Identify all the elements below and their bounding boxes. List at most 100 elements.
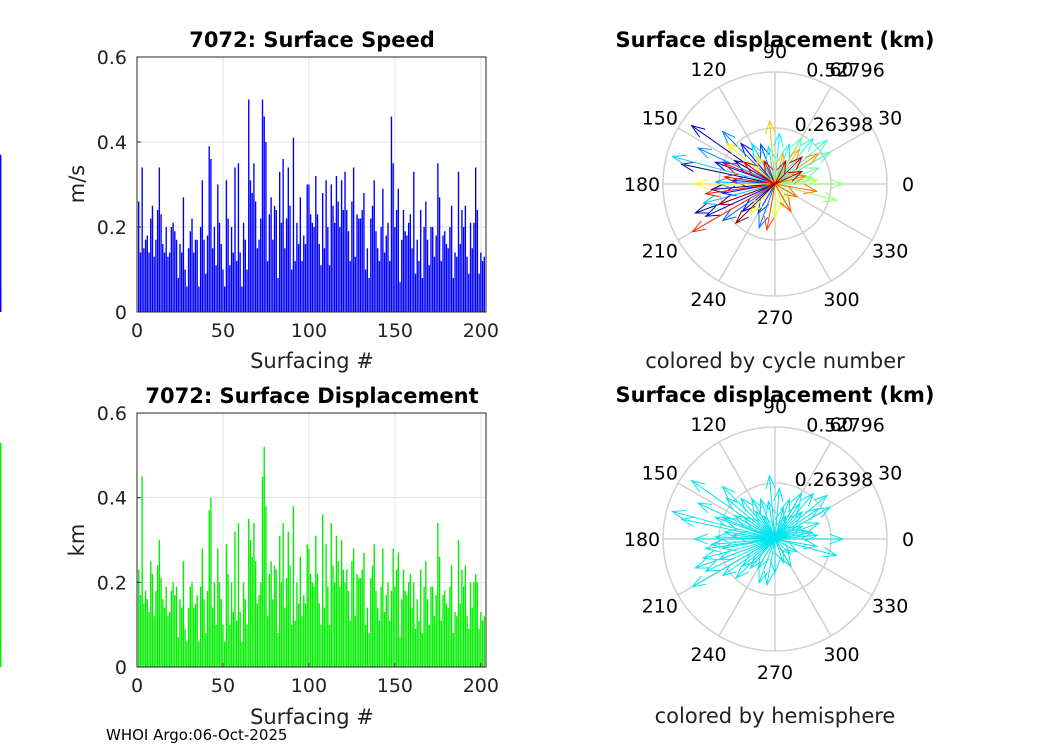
displacement-vector	[672, 156, 776, 185]
displacement-vector	[766, 538, 776, 586]
bar	[325, 544, 327, 667]
vector-arrowhead	[696, 147, 713, 159]
bar	[440, 261, 442, 312]
bar	[351, 201, 353, 312]
bar	[150, 561, 152, 667]
x-tick-label: 100	[291, 320, 327, 342]
bar	[308, 548, 310, 667]
bar	[265, 506, 267, 667]
bar	[471, 607, 473, 667]
vector-arrowhead	[721, 208, 737, 222]
displacement-vector	[774, 508, 784, 540]
bar	[418, 620, 420, 667]
polar-ring	[662, 426, 888, 652]
vector-arrowhead	[816, 151, 832, 164]
bar	[402, 569, 405, 667]
vector-arrowhead	[779, 552, 792, 568]
bar	[447, 248, 449, 312]
bar	[480, 252, 482, 312]
bar	[291, 624, 293, 667]
bar	[442, 595, 444, 667]
bar	[468, 273, 470, 312]
displacement-vector	[705, 538, 776, 550]
polar-ring-label: 0.26398	[795, 469, 874, 491]
vector-arrowhead	[822, 192, 838, 203]
y-tick-label: 0.6	[97, 403, 127, 425]
bar	[205, 633, 207, 667]
polar-angle-label: 300	[823, 289, 859, 311]
bar	[141, 476, 143, 667]
bar	[339, 586, 341, 667]
bar	[181, 607, 183, 667]
displacement-vector	[697, 147, 776, 185]
bar	[260, 218, 262, 312]
bar	[217, 184, 219, 312]
polar-hemisphere-caption: colored by hemisphere	[655, 704, 896, 728]
vector-arrowhead	[784, 541, 799, 553]
vector-arrowhead	[759, 142, 770, 159]
bar	[371, 565, 374, 667]
bar	[211, 248, 214, 312]
bar	[480, 611, 482, 667]
polar-angle-label: 30	[878, 108, 902, 130]
bar	[268, 214, 271, 312]
bar	[352, 548, 355, 667]
bar	[358, 218, 360, 312]
bar	[158, 167, 161, 312]
vector-arrowhead	[765, 474, 776, 490]
bar	[382, 188, 384, 312]
bar	[354, 616, 357, 667]
bar	[150, 218, 152, 312]
vector-arrowhead	[787, 170, 804, 182]
bar	[246, 269, 248, 312]
displacement-vector	[774, 538, 798, 553]
bar	[287, 167, 289, 312]
vector-arrowhead	[813, 139, 829, 153]
bar	[421, 278, 424, 312]
x-tick-label: 50	[211, 320, 235, 342]
bar	[156, 565, 159, 667]
y-tick-label: 0.4	[97, 488, 127, 510]
y-tick-label: 0	[115, 657, 127, 679]
bar	[229, 265, 231, 312]
bar	[241, 641, 243, 667]
bar	[301, 261, 303, 312]
bar	[433, 256, 436, 312]
vector-arrowhead	[779, 197, 792, 213]
vector-arrowhead	[754, 510, 768, 525]
bar	[397, 188, 400, 312]
bar	[260, 582, 262, 667]
bar	[0, 641, 2, 667]
bar	[476, 210, 479, 312]
bar	[309, 573, 312, 667]
bar	[356, 573, 358, 667]
bar	[328, 265, 331, 312]
bar	[160, 578, 162, 667]
vector-arrowhead	[803, 531, 819, 542]
bar	[411, 607, 413, 667]
vector-arrowhead	[721, 185, 737, 197]
bar	[359, 218, 362, 312]
vector-arrowhead	[692, 533, 708, 545]
bar	[315, 535, 317, 667]
bar	[435, 595, 437, 667]
bar	[244, 239, 246, 312]
vector-arrowhead	[713, 516, 730, 527]
bar	[457, 540, 460, 667]
vector-arrowhead	[800, 492, 815, 507]
vector-arrowhead	[763, 159, 774, 174]
bar	[423, 586, 425, 667]
bar	[139, 252, 142, 312]
bar	[177, 637, 179, 667]
polar-angle-label: 300	[823, 644, 859, 666]
vector-arrowhead	[723, 528, 739, 539]
bar	[449, 586, 451, 667]
bar	[383, 611, 386, 667]
bar	[462, 586, 465, 667]
bar	[263, 446, 265, 667]
bar	[213, 582, 216, 667]
bar	[277, 278, 279, 312]
bar	[234, 531, 236, 667]
bar	[394, 586, 396, 667]
